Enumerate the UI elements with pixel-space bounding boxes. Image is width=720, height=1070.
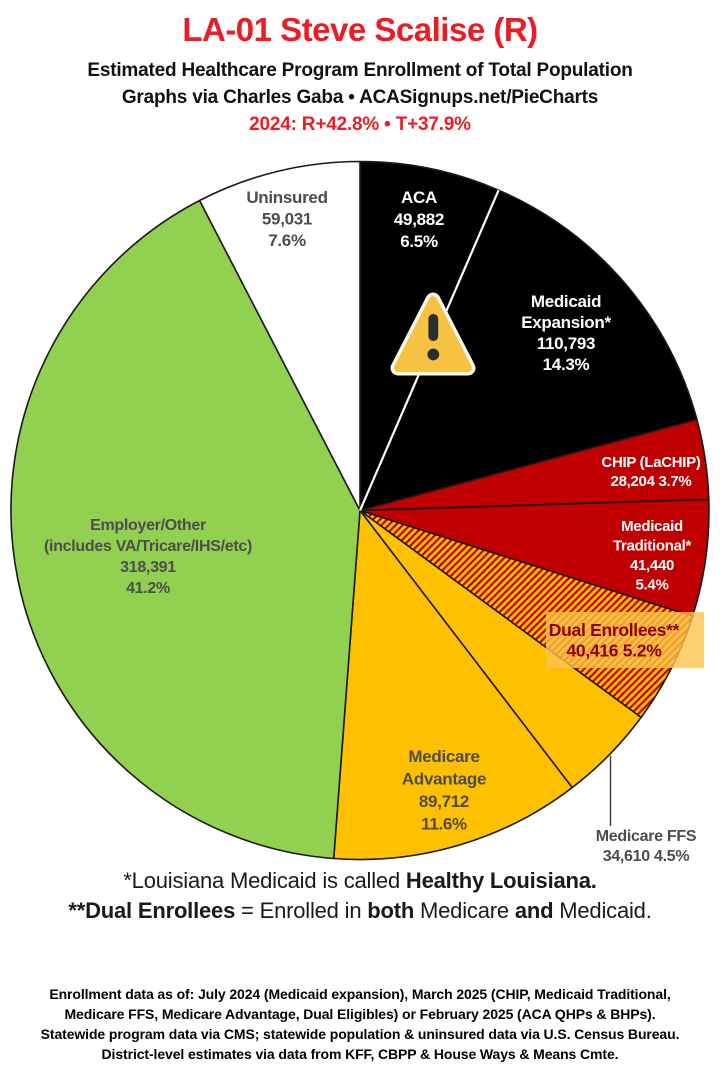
pie-label-medicare-advantage-line1: Medicare (408, 747, 479, 766)
pie-label-dual-enrollees-line2: 40,416 5.2% (567, 641, 663, 661)
pie-label-employer-other-includes-va-tricare-ihs-etc-line4: 41.2% (126, 580, 170, 597)
chart-credit-line: Graphs via Charles Gaba • ACASignups.net… (121, 87, 599, 108)
pie-slice-medicaid-expansion (359, 189, 698, 512)
pie-label-aca-line3: 6.5% (400, 232, 438, 251)
dual-enrollees-highlight (546, 612, 704, 668)
footnote-line: *Louisiana Medicaid is called Healthy Lo… (123, 868, 597, 893)
pie-label-medicare-advantage-line2: Advantage (402, 770, 486, 789)
footer-line: District-level estimates via data from K… (101, 1046, 619, 1062)
pie-label-uninsured-line2: 59,031 (262, 210, 312, 229)
footer-line: Enrollment data as of: July 2024 (Medica… (49, 986, 671, 1002)
pie-label-aca-line1: ACA (401, 188, 437, 207)
pie-label-medicare-ffs-line1: Medicare FFS (596, 828, 697, 845)
pie-slices (10, 160, 710, 861)
pie-label-employer-other-includes-va-tricare-ihs-etc-line3: 318,391 (120, 559, 176, 576)
pie-label-chip-lachip-line2: 28,204 3.7% (611, 473, 692, 490)
pie-label-aca-line2: 49,882 (394, 210, 444, 229)
pie-label-medicare-ffs-line2: 34,610 4.5% (603, 848, 690, 865)
footnote-line: **Dual Enrollees = Enrolled in both Medi… (68, 898, 652, 923)
partisan-lean-line: 2024: R+42.8% • T+37.9% (249, 114, 471, 135)
pie-slice-uninsured (198, 160, 361, 512)
footer-line: Statewide program data via CMS; statewid… (40, 1026, 680, 1042)
pie-label-medicaid-expansion-line4: 14.3% (543, 355, 590, 374)
pie-label-medicare-advantage-line4: 11.6% (421, 815, 467, 834)
warning-icon (390, 292, 476, 376)
chart-subtitle: Estimated Healthcare Program Enrollment … (87, 60, 633, 81)
pie-label-medicaid-traditional-line1: Medicaid (621, 518, 683, 535)
chart-header: LA-01 Steve Scalise (R) Estimated Health… (0, 10, 720, 138)
pie-label-employer-other-includes-va-tricare-ihs-etc-line1: Employer/Other (90, 517, 206, 534)
pie-slice-labels: ACA 49,882 6.5% Medicaid Expansion* 110,793 14… (44, 188, 701, 865)
pie-label-medicaid-traditional-line4: 5.4% (636, 577, 669, 594)
source-footer: Enrollment data as of: July 2024 (Medica… (0, 984, 720, 1064)
pie-label-medicare-advantage-line3: 89,712 (419, 792, 469, 811)
pie-label-medicaid-expansion-line2: Expansion* (521, 313, 611, 332)
footnotes: *Louisiana Medicaid is called Healthy Lo… (0, 866, 720, 926)
pie-label-medicaid-traditional-line2: Traditional* (613, 538, 692, 555)
pie-label-dual-enrollees-line1: Dual Enrollees** (549, 620, 680, 640)
pie-label-chip-lachip-line1: CHIP (LaCHIP) (601, 454, 700, 471)
pie-label-uninsured-line1: Uninsured (246, 188, 327, 207)
footer-line: Medicare FFS, Medicare Advantage, Dual E… (64, 1006, 656, 1022)
pie-label-medicaid-expansion-line3: 110,793 (537, 334, 595, 353)
pie-label-employer-other-includes-va-tricare-ihs-etc-line2: (includes VA/Tricare/IHS/etc) (44, 538, 252, 555)
page-title: LA-01 Steve Scalise (R) (182, 11, 538, 48)
pie-label-medicaid-traditional-line3: 41,440 (630, 557, 674, 574)
pie-label-uninsured-line3: 7.6% (268, 231, 306, 250)
pie-slice-employer-other-includes-va-tricare-ihs-etc (10, 199, 361, 860)
pie-label-medicaid-expansion-line1: Medicaid (531, 292, 601, 311)
pie-slice-medicare-advantage (332, 509, 573, 861)
